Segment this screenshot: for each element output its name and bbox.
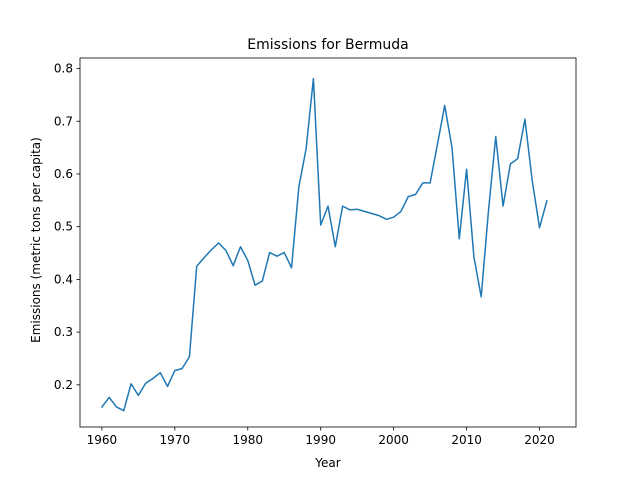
y-tick-label: 0.2 (54, 378, 73, 392)
chart-title: Emissions for Bermuda (247, 37, 408, 53)
y-tick-label: 0.6 (54, 167, 73, 181)
x-tick-label: 1980 (232, 433, 263, 447)
x-tick-label: 2000 (378, 433, 409, 447)
x-tick-label: 2010 (451, 433, 482, 447)
x-tick-label: 2020 (524, 433, 555, 447)
x-tick-label: 1970 (160, 433, 191, 447)
series-line (100, 77, 548, 412)
y-tick-label: 0.3 (54, 325, 73, 339)
y-tick-label: 0.5 (54, 220, 73, 234)
x-axis-label: Year (314, 456, 340, 470)
plot-area: 1960 1970 1980 1990 2000 2010 2020 0.2 0.3 0.4 0.5… (54, 57, 577, 447)
y-tick-label: 0.8 (54, 62, 73, 76)
y-tick-label: 0.7 (54, 114, 73, 128)
y-tick-label: 0.4 (54, 272, 73, 286)
y-axis-label: Emissions (metric tons per capita) (29, 137, 43, 343)
plot-frame (79, 57, 577, 428)
x-tick-label: 1960 (87, 433, 118, 447)
x-tick-label: 1990 (305, 433, 336, 447)
